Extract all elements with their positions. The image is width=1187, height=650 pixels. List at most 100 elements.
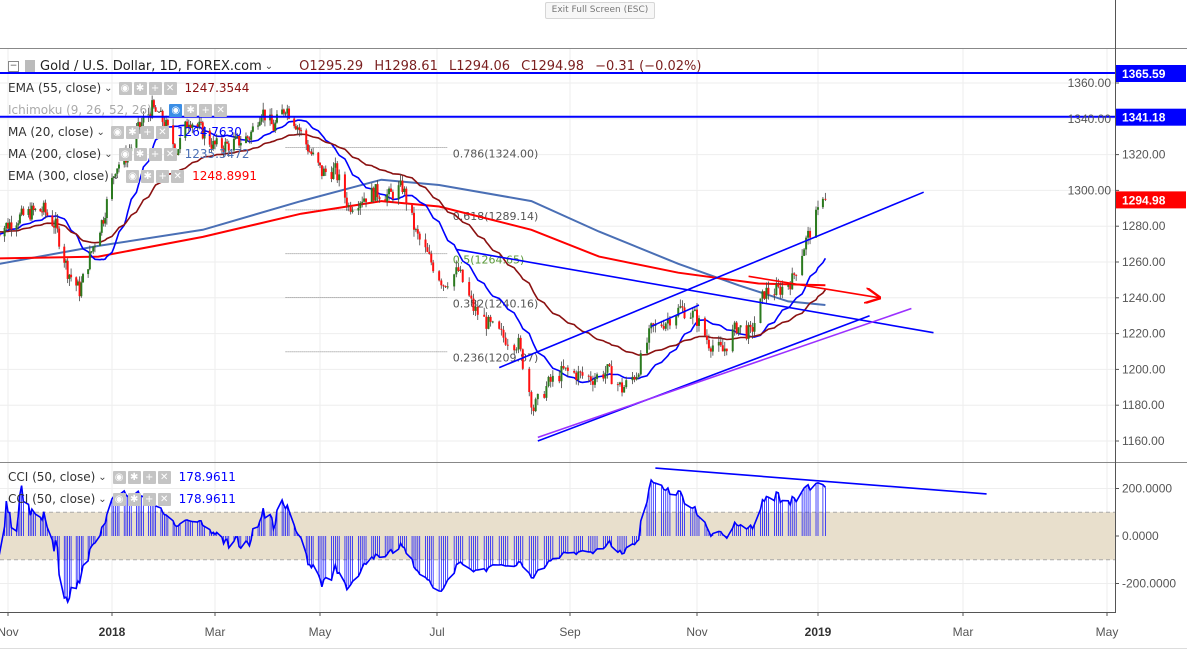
chevron-down-icon[interactable]: ⌄ bbox=[111, 170, 121, 182]
price-pane[interactable]: 0.786(1324.00)0.618(1289.14)0.5(1264.65)… bbox=[0, 71, 1115, 442]
plus-icon[interactable]: + bbox=[199, 103, 213, 117]
candle-body bbox=[76, 281, 79, 286]
gear-icon[interactable]: ✱ bbox=[125, 125, 139, 139]
candle bbox=[244, 132, 247, 144]
cci-pane[interactable] bbox=[0, 467, 1115, 605]
legend-row[interactable]: MA (200, close) ⌄ ◉ ✱ + ✕ 1235.3472 bbox=[8, 145, 249, 163]
candle bbox=[461, 269, 464, 283]
gear-icon[interactable]: ✱ bbox=[184, 103, 198, 117]
collapse-icon[interactable]: − bbox=[8, 60, 19, 72]
gear-icon[interactable]: ✱ bbox=[141, 169, 155, 183]
candle-body bbox=[147, 114, 150, 117]
candle bbox=[591, 375, 594, 392]
close-icon[interactable]: ✕ bbox=[163, 81, 177, 95]
candle-body bbox=[735, 322, 738, 334]
gear-icon[interactable]: ✱ bbox=[133, 81, 147, 95]
candle-body bbox=[485, 316, 488, 329]
candle-body bbox=[721, 345, 724, 352]
gear-icon[interactable]: ✱ bbox=[127, 470, 141, 484]
candle-body bbox=[631, 376, 634, 381]
plus-icon[interactable]: + bbox=[156, 169, 170, 183]
candle bbox=[528, 366, 531, 397]
indicator-label[interactable]: CCI (50, close) bbox=[8, 492, 96, 506]
candle bbox=[93, 243, 96, 253]
close-icon[interactable]: ✕ bbox=[157, 470, 171, 484]
indicator-controls: ◉ ✱ + ✕ bbox=[169, 103, 228, 117]
indicator-label[interactable]: EMA (300, close) bbox=[8, 169, 109, 183]
indicator-label[interactable]: CCI (50, close) bbox=[8, 470, 96, 484]
indicator-label[interactable]: MA (20, close) bbox=[8, 125, 94, 139]
candle bbox=[753, 316, 756, 336]
candle-body bbox=[668, 319, 671, 326]
price-line-label-text: 1365.59 bbox=[1122, 67, 1166, 81]
candle-body bbox=[753, 323, 756, 332]
eye-icon[interactable]: ◉ bbox=[169, 103, 183, 117]
close-icon[interactable]: ✕ bbox=[163, 147, 177, 161]
plus-icon[interactable]: + bbox=[142, 470, 156, 484]
exit-fullscreen-button[interactable]: Exit Full Screen (ESC) bbox=[545, 2, 655, 19]
chevron-down-icon[interactable]: ⌄ bbox=[104, 148, 113, 160]
indicator-label[interactable]: MA (200, close) bbox=[8, 147, 102, 161]
symbol-title[interactable]: Gold / U.S. Dollar, 1D, FOREX.com bbox=[40, 58, 262, 74]
candle-body bbox=[779, 286, 782, 295]
candle bbox=[29, 202, 32, 222]
candle-body bbox=[257, 125, 260, 127]
candle bbox=[411, 204, 414, 216]
candle bbox=[388, 186, 391, 201]
gear-icon[interactable]: ✱ bbox=[133, 147, 147, 161]
indicator-label[interactable]: EMA (55, close) bbox=[8, 81, 102, 95]
eye-icon[interactable]: ◉ bbox=[118, 147, 132, 161]
candle-body bbox=[332, 167, 335, 180]
candle bbox=[56, 214, 59, 233]
eye-icon[interactable]: ◉ bbox=[110, 125, 124, 139]
candle-body bbox=[815, 209, 818, 238]
close-icon[interactable]: ✕ bbox=[157, 492, 171, 506]
eye-icon[interactable]: ◉ bbox=[112, 470, 126, 484]
gear-icon[interactable]: ✱ bbox=[127, 492, 141, 506]
candle bbox=[212, 135, 215, 151]
candle-body bbox=[536, 394, 539, 400]
eye-icon[interactable]: ◉ bbox=[126, 169, 140, 183]
legend-row[interactable]: MA (20, close) ⌄ ◉ ✱ + ✕ 1264.7630 bbox=[8, 123, 242, 141]
chevron-down-icon[interactable]: ⌄ bbox=[154, 104, 164, 116]
legend-row[interactable]: CCI (50, close) ⌄ ◉ ✱ + ✕ 178.9611 bbox=[8, 490, 236, 508]
candle bbox=[322, 166, 325, 177]
chevron-down-icon[interactable]: ⌄ bbox=[98, 493, 107, 505]
candle bbox=[587, 374, 590, 383]
candle bbox=[88, 245, 91, 271]
candle-body bbox=[693, 309, 696, 311]
legend-row[interactable]: EMA (55, close) ⌄ ◉ ✱ + ✕ 1247.3544 bbox=[8, 79, 249, 97]
indicator-value: 178.9611 bbox=[178, 492, 236, 506]
plus-icon[interactable]: + bbox=[148, 147, 162, 161]
chevron-down-icon[interactable]: ⌄ bbox=[96, 126, 105, 138]
close-icon[interactable]: ✕ bbox=[155, 125, 169, 139]
chevron-down-icon[interactable]: ⌄ bbox=[104, 82, 113, 94]
candle-body bbox=[322, 168, 325, 176]
y-tick-label: 1280.00 bbox=[1122, 219, 1166, 233]
candle bbox=[175, 150, 178, 159]
legend-row[interactable]: Ichimoku (9, 26, 52, 26) ⌄ ◉ ✱ + ✕ bbox=[8, 101, 235, 119]
candle-body bbox=[430, 253, 433, 263]
candle-body bbox=[521, 349, 524, 369]
legend-row[interactable]: EMA (300, close) ⌄ ◉ ✱ + ✕ 1248.8991 bbox=[8, 167, 257, 185]
candle bbox=[515, 347, 518, 354]
plus-icon[interactable]: + bbox=[142, 492, 156, 506]
plus-icon[interactable]: + bbox=[140, 125, 154, 139]
close-icon[interactable]: ✕ bbox=[214, 103, 228, 117]
candle-body bbox=[163, 122, 166, 127]
plus-icon[interactable]: + bbox=[148, 81, 162, 95]
eye-icon[interactable]: ◉ bbox=[112, 492, 126, 506]
chevron-down-icon[interactable]: ⌄ bbox=[98, 471, 107, 483]
close-icon[interactable]: ✕ bbox=[171, 169, 185, 183]
candle bbox=[719, 336, 722, 347]
candle-body bbox=[54, 218, 57, 228]
candle-body bbox=[179, 137, 182, 150]
eye-icon[interactable]: ◉ bbox=[118, 81, 132, 95]
legend-row[interactable]: CCI (50, close) ⌄ ◉ ✱ + ✕ 178.9611 bbox=[8, 468, 236, 486]
candle bbox=[459, 265, 462, 273]
candle-body bbox=[347, 205, 350, 207]
candle-body bbox=[186, 121, 189, 128]
chevron-down-icon[interactable]: ⌄ bbox=[264, 60, 274, 72]
indicator-label[interactable]: Ichimoku (9, 26, 52, 26) bbox=[8, 103, 152, 117]
